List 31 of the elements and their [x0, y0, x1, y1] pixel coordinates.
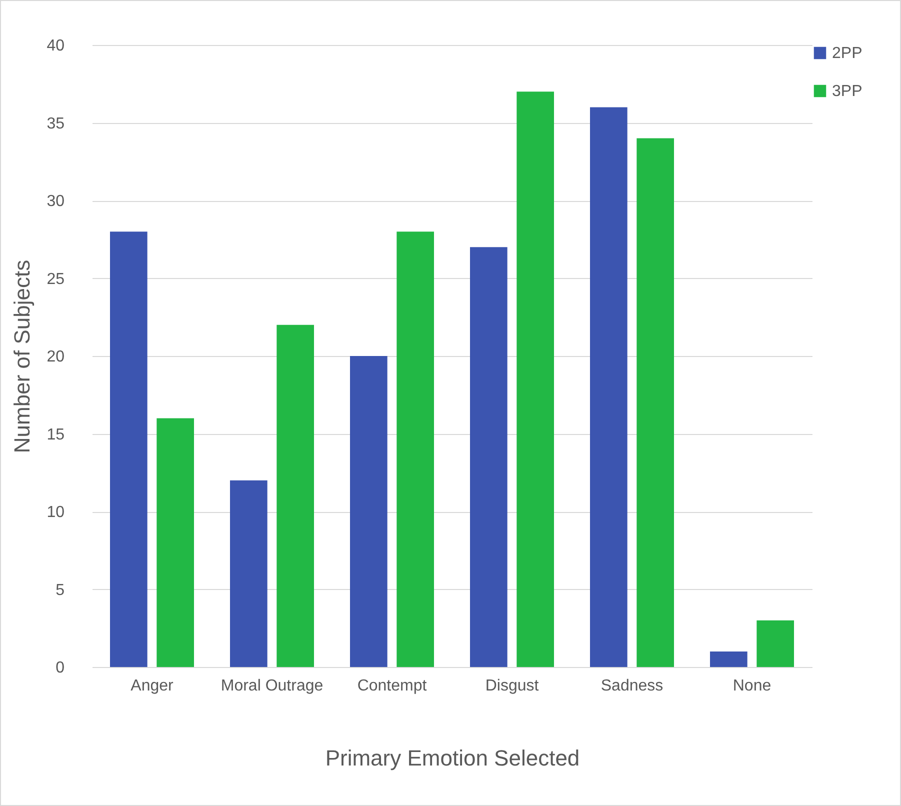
y-tick-label: 0 — [56, 660, 65, 676]
x-tick-label: None — [732, 678, 772, 694]
y-tick-label: 25 — [46, 270, 65, 288]
x-tick-label: Sadness — [600, 678, 664, 694]
x-tick-label: Disgust — [485, 678, 540, 694]
bar — [590, 107, 628, 667]
legend-label: 3PP — [832, 83, 862, 100]
y-tick-label: 40 — [46, 38, 65, 54]
y-tick-label: 15 — [46, 426, 65, 444]
x-tick-label: Moral Outrage — [220, 678, 324, 694]
x-tick-label: Anger — [130, 678, 174, 694]
y-tick-label: 5 — [56, 582, 65, 599]
legend-label: 2PP — [832, 45, 862, 62]
y-tick-label: 30 — [46, 193, 65, 210]
y-tick-label: 35 — [46, 115, 65, 132]
y-tick-label: 10 — [46, 504, 65, 521]
bar — [470, 247, 508, 667]
y-axis-title: Number of Subjects — [10, 260, 35, 454]
bar — [396, 232, 434, 667]
bar — [710, 651, 748, 667]
bar — [516, 92, 554, 667]
bar — [350, 356, 388, 667]
bar — [110, 232, 148, 667]
x-tick-label: Contempt — [357, 678, 428, 694]
bar — [156, 418, 194, 667]
bar — [756, 620, 794, 667]
bar — [276, 324, 314, 667]
bar — [230, 480, 268, 667]
x-axis-title: Primary Emotion Selected — [325, 746, 580, 770]
y-tick-label: 20 — [46, 348, 65, 366]
bar — [636, 138, 674, 667]
